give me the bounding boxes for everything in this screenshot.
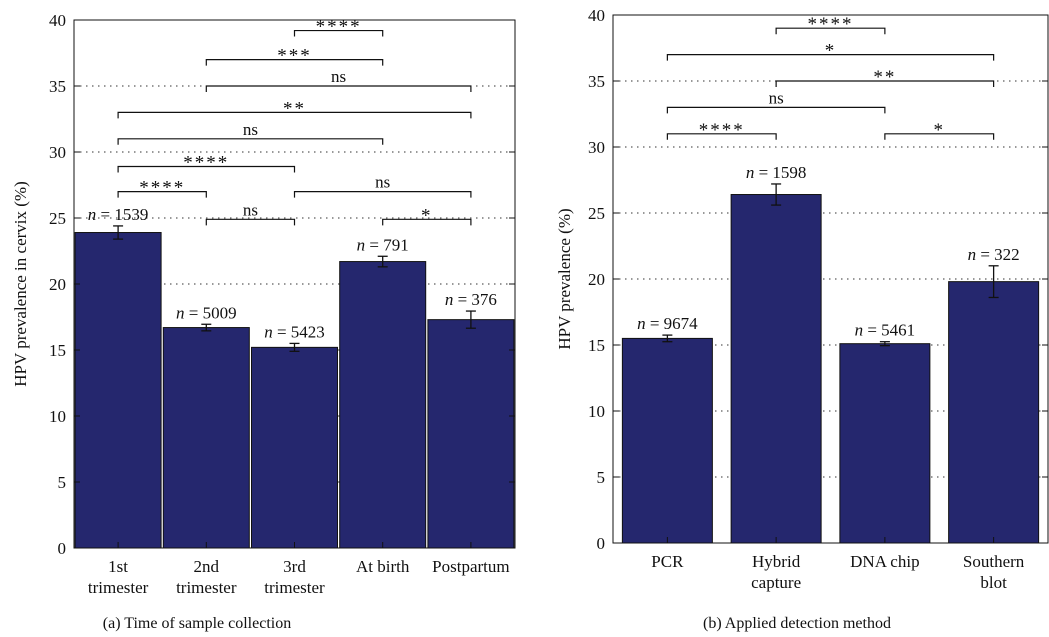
y-tick-label: 15 — [588, 336, 605, 355]
x-tick-label: Southern — [963, 552, 1025, 571]
significance-label: **** — [316, 17, 362, 38]
n-label: n = 1539 — [88, 205, 149, 224]
significance-label: **** — [808, 14, 854, 35]
x-tick-label: capture — [751, 573, 801, 592]
n-label: n = 791 — [357, 235, 409, 254]
y-axis-label: HPV prevalence in cervix (%) — [11, 181, 30, 387]
y-tick-label: 0 — [597, 534, 606, 553]
y-tick-label: 5 — [597, 468, 606, 487]
significance-label: * — [421, 205, 433, 226]
x-tick-label: Postpartum — [432, 557, 509, 576]
significance-bracket — [884, 133, 995, 140]
n-label: n = 5423 — [264, 322, 325, 341]
y-tick-label: 10 — [588, 402, 605, 421]
n-label: n = 5461 — [855, 321, 916, 340]
significance-bracket — [205, 218, 296, 226]
n-label: n = 5009 — [176, 303, 237, 322]
y-tick-label: 0 — [58, 539, 67, 558]
bar — [948, 281, 1040, 544]
x-tick-label: trimester — [176, 578, 237, 597]
n-label: n = 376 — [445, 290, 497, 309]
significance-bracket — [775, 27, 886, 35]
significance-label: * — [934, 120, 946, 141]
chart-caption: (a) Time of sample collection — [103, 615, 291, 632]
significance-label: ns — [243, 200, 258, 219]
significance-bracket — [775, 80, 995, 87]
significance-label: ns — [375, 173, 390, 192]
significance-bracket — [382, 218, 472, 226]
significance-label: *** — [277, 46, 312, 67]
significance-label: **** — [183, 153, 229, 174]
significance-label: * — [825, 41, 837, 62]
n-label: n = 1598 — [746, 163, 807, 182]
x-tick-label: At birth — [356, 557, 410, 576]
x-tick-label: 2nd — [194, 557, 220, 576]
significance-label: ns — [243, 120, 258, 139]
x-tick-label: blot — [980, 573, 1007, 592]
bar — [839, 343, 931, 544]
significance-bracket — [117, 191, 207, 198]
significance-bracket — [205, 59, 384, 66]
y-tick-label: 30 — [588, 138, 605, 157]
x-tick-label: Hybrid — [752, 552, 801, 571]
y-tick-label: 20 — [588, 270, 605, 289]
significance-bracket — [666, 106, 886, 114]
y-axis-label: HPV prevalence (%) — [555, 208, 574, 349]
x-tick-label: PCR — [651, 552, 684, 571]
y-tick-label: 10 — [49, 407, 66, 426]
x-tick-label: trimester — [264, 578, 325, 597]
significance-bracket — [293, 191, 472, 198]
bar — [74, 232, 162, 549]
y-tick-label: 35 — [49, 77, 66, 96]
y-tick-label: 5 — [58, 473, 67, 492]
chart-caption: (b) Applied detection method — [703, 615, 891, 632]
significance-bracket — [666, 133, 777, 140]
significance-bracket — [117, 111, 472, 119]
significance-bracket — [293, 29, 384, 37]
significance-label: ** — [873, 67, 896, 88]
bar — [621, 337, 713, 544]
x-tick-label: trimester — [88, 578, 149, 597]
significance-bracket — [117, 138, 384, 145]
n-label: n = 322 — [968, 245, 1020, 264]
significance-label: ** — [283, 98, 306, 119]
bar — [251, 346, 338, 549]
significance-label: **** — [139, 178, 185, 199]
bar — [339, 261, 427, 549]
x-tick-label: 3rd — [283, 557, 306, 576]
significance-label: ns — [331, 67, 346, 86]
significance-label: **** — [699, 120, 745, 141]
bar — [162, 327, 250, 549]
x-tick-label: DNA chip — [850, 552, 919, 571]
significance-bracket — [117, 165, 296, 173]
y-tick-label: 25 — [588, 204, 605, 223]
y-tick-label: 40 — [49, 11, 66, 30]
n-label: n = 9674 — [637, 314, 698, 333]
bar — [427, 319, 515, 549]
y-tick-label: 35 — [588, 72, 605, 91]
x-tick-label: 1st — [108, 557, 128, 576]
y-tick-label: 30 — [49, 143, 66, 162]
bar — [730, 194, 822, 544]
y-tick-label: 40 — [588, 6, 605, 25]
y-tick-label: 15 — [49, 341, 66, 360]
y-tick-label: 20 — [49, 275, 66, 294]
significance-label: ns — [769, 88, 784, 107]
significance-bracket — [205, 85, 472, 92]
significance-bracket — [666, 54, 995, 61]
y-tick-label: 25 — [49, 209, 66, 228]
